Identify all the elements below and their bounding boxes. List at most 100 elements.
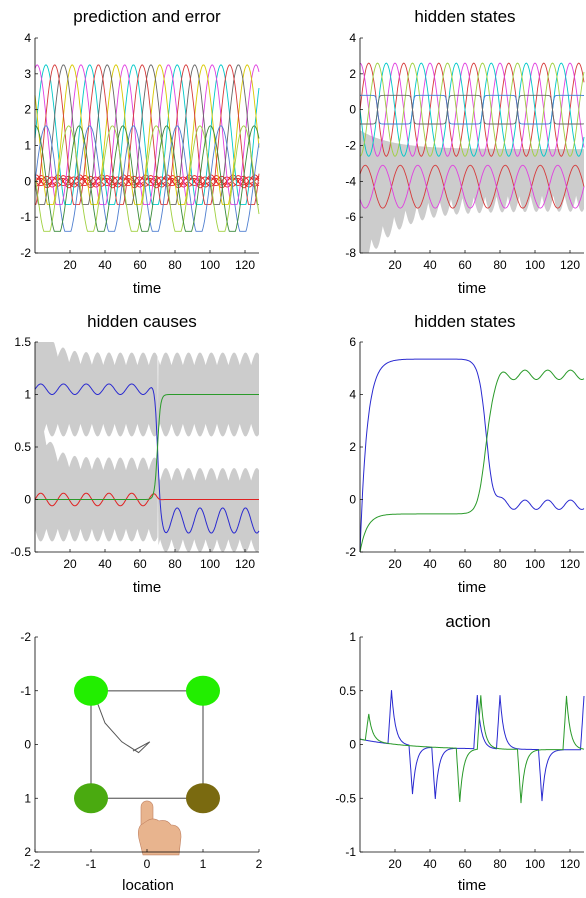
confidence-band [35, 352, 259, 542]
y-tick-label: 1 [24, 388, 31, 402]
y-tick-label: 0.5 [14, 440, 31, 454]
panel-title: hidden states [414, 7, 515, 26]
error-line [34, 174, 260, 189]
series-line [35, 125, 260, 232]
finger-icon [138, 800, 182, 856]
x-axis-label: time [458, 579, 486, 596]
trajectory-detail [93, 693, 151, 754]
series-line [359, 164, 585, 209]
y-tick-label: 6 [349, 335, 356, 349]
series-line [34, 125, 260, 232]
series-line [359, 690, 585, 802]
y-tick-label: -8 [345, 246, 356, 260]
series-line [359, 62, 585, 157]
y-tick-label: -2 [345, 139, 356, 153]
x-tick-label: 60 [458, 557, 472, 571]
y-tick-label: 0.5 [339, 684, 356, 698]
panel-title: prediction and error [73, 7, 221, 26]
x-tick-label: 40 [423, 258, 437, 272]
panel-action: action 20 40 60 80 100 120 -1 -0.5 0 0.5 1 time [335, 612, 585, 894]
series-line [34, 64, 259, 205]
x-tick-label: 80 [493, 857, 507, 871]
x-tick-label: 120 [235, 557, 255, 571]
y-tick-label: 0 [349, 493, 356, 507]
x-tick-label: 20 [388, 557, 402, 571]
x-tick-label: 100 [525, 258, 545, 272]
error-line [35, 175, 260, 187]
panel-hidden-states-bottom: hidden states 20 40 60 80 100 120 -2 0 2 4 6 time [345, 312, 585, 596]
x-tick-label: -2 [30, 857, 41, 871]
x-tick-label: 40 [98, 258, 112, 272]
y-tick-label: 1 [24, 139, 31, 153]
x-tick-label: 60 [458, 258, 472, 272]
x-tick-label: 100 [525, 857, 545, 871]
panel-title: hidden states [414, 312, 515, 331]
x-axis-label: location [122, 877, 174, 894]
series-line [359, 358, 585, 553]
series-line [34, 492, 259, 507]
y-tick-label: -2 [345, 545, 356, 559]
confidence-band [360, 130, 584, 253]
y-tick-label: -0.5 [335, 791, 356, 805]
series-line [360, 94, 585, 125]
series-line [360, 94, 585, 125]
y-tick-label: 3 [24, 67, 31, 81]
x-tick-label: 80 [493, 557, 507, 571]
series-line [34, 64, 260, 205]
y-tick-label: 2 [349, 440, 356, 454]
x-tick-label: 120 [560, 258, 580, 272]
x-tick-label: 60 [133, 258, 147, 272]
y-tick-label: 1.5 [14, 335, 31, 349]
series-line [35, 64, 260, 205]
x-tick-label: 120 [235, 258, 255, 272]
series-line [34, 383, 260, 534]
x-tick-label: 120 [560, 857, 580, 871]
x-tick-label: 20 [63, 557, 77, 571]
target-location [74, 675, 108, 706]
y-tick-label: 4 [24, 31, 31, 45]
y-tick-label: 0 [24, 174, 31, 188]
y-tick-label: -4 [345, 174, 356, 188]
y-tick-label: 0 [24, 738, 31, 752]
x-tick-label: 100 [200, 258, 220, 272]
x-axis-label: time [458, 877, 486, 894]
x-axis-label: time [133, 280, 161, 297]
target-location [186, 675, 220, 706]
y-tick-label: -1 [345, 845, 356, 859]
y-tick-label: 4 [349, 31, 356, 45]
x-tick-label: 60 [133, 557, 147, 571]
x-tick-label: 20 [388, 857, 402, 871]
x-tick-label: 20 [63, 258, 77, 272]
x-tick-label: 2 [256, 857, 263, 871]
x-axis-label: time [458, 280, 486, 297]
y-tick-label: 2 [24, 103, 31, 117]
y-tick-label: -2 [20, 630, 31, 644]
x-tick-label: -1 [86, 857, 97, 871]
series-line [359, 62, 585, 157]
x-tick-label: 40 [98, 557, 112, 571]
x-tick-label: 20 [388, 258, 402, 272]
y-tick-label: 2 [24, 845, 31, 859]
y-tick-label: -1 [20, 210, 31, 224]
y-tick-label: -0.5 [10, 545, 31, 559]
panel-title: action [445, 612, 490, 631]
x-tick-label: 80 [493, 258, 507, 272]
y-tick-label: 1 [24, 791, 31, 805]
x-tick-label: 40 [423, 557, 437, 571]
x-tick-label: 100 [200, 557, 220, 571]
x-tick-label: 1 [200, 857, 207, 871]
x-tick-label: 120 [560, 557, 580, 571]
x-tick-label: 40 [423, 857, 437, 871]
series-line [359, 62, 585, 157]
y-tick-label: 0 [349, 738, 356, 752]
panel-hidden-states-top: hidden states 20 40 60 80 100 120-8-6-4-2024 … [345, 7, 585, 297]
y-tick-label: -2 [20, 246, 31, 260]
y-tick-label: 2 [349, 67, 356, 81]
series-line [359, 695, 585, 804]
target-location [74, 783, 108, 814]
target-location [186, 783, 220, 814]
y-tick-label: 0 [349, 103, 356, 117]
x-axis-label: time [133, 579, 161, 596]
